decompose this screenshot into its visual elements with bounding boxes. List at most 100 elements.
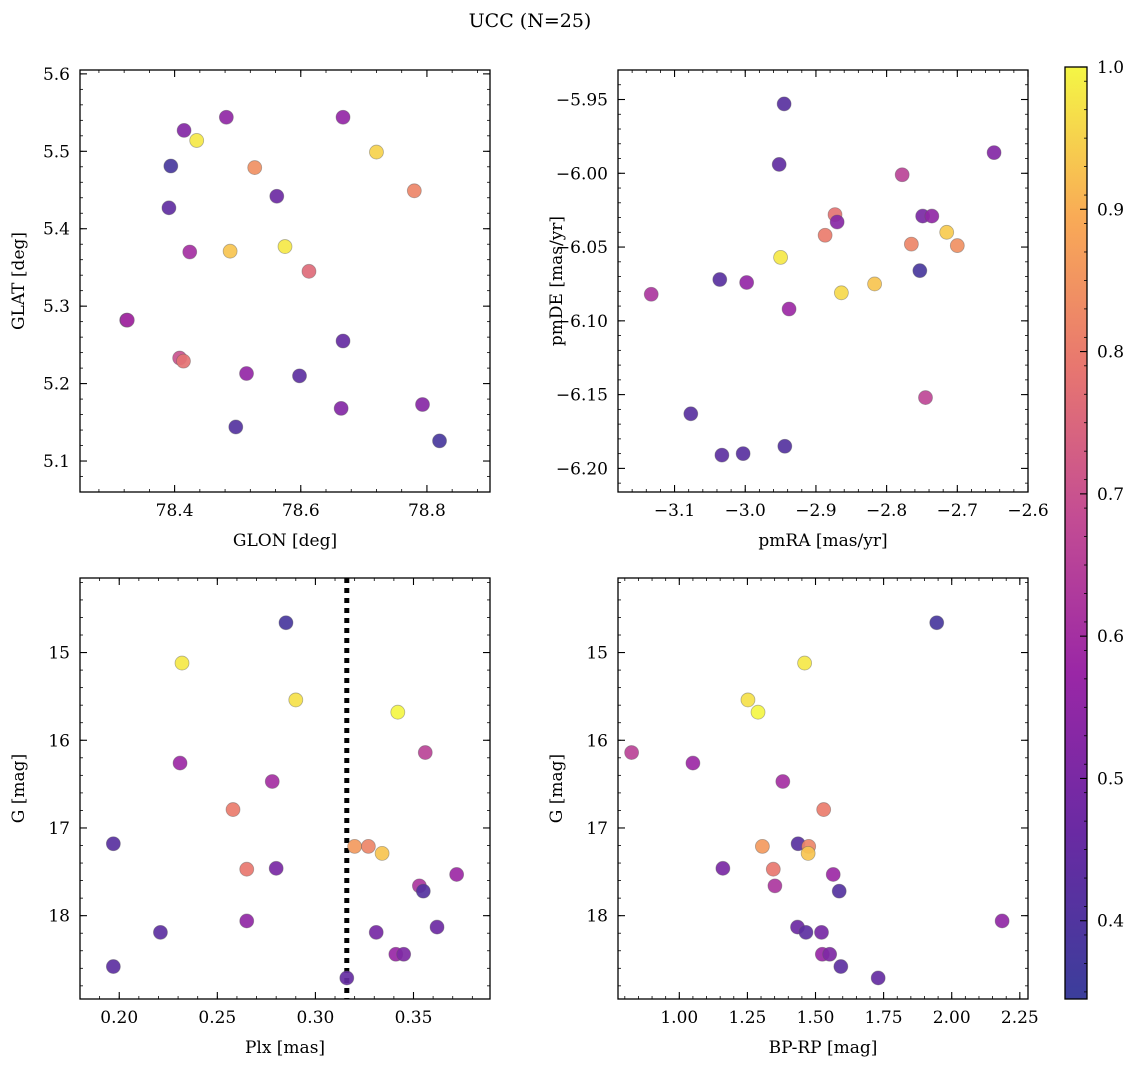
panel-glon-glat: 78.4 78.6 78.8 5.1 5.2 5.3 5.4 5.5 5.6 GLON [deg]…	[9, 65, 491, 551]
scatter-point	[773, 249, 788, 265]
scatter-point	[829, 214, 845, 230]
y-tick-label: 5.6	[43, 65, 70, 85]
scatter-point	[949, 238, 965, 253]
scatter-point	[903, 236, 919, 252]
axes-frame	[79, 577, 491, 1000]
y-tick-label: 5.2	[43, 375, 70, 395]
scatter-point	[712, 272, 728, 287]
scatter-point	[771, 157, 787, 172]
colorbar-tick-label: 0.4	[1097, 912, 1124, 932]
colorbar-gradient	[1064, 66, 1088, 1000]
scatter-point	[825, 867, 841, 882]
scatter-point	[176, 122, 192, 138]
y-tick-label: 16	[586, 731, 608, 751]
colorbar: 0.4 0.5 0.6 0.7 0.8 0.9 1.0	[1064, 58, 1124, 1000]
scatter-point	[750, 704, 766, 720]
scatter-point	[172, 755, 188, 771]
y-tick-label: 18	[586, 907, 608, 927]
scatter-point	[822, 946, 838, 962]
y-tick-label: −6.15	[556, 386, 608, 406]
scatter-point	[814, 924, 829, 940]
scatter-point	[239, 913, 255, 929]
x-tick-label: 78.6	[282, 501, 320, 521]
scatter-point	[429, 919, 445, 935]
x-tick-label: 1.00	[660, 1008, 698, 1028]
x-tick-label: 78.4	[156, 501, 194, 521]
scatter-point	[335, 109, 351, 125]
scatter-point	[449, 867, 465, 882]
scatter-point	[685, 755, 701, 771]
panel-bprp-g: 1.00 1.25 1.50 1.75 2.00 2.25 15 16 17 18 BP-RP [m…	[547, 577, 1039, 1058]
scatter-point	[754, 838, 770, 854]
scatter-point	[800, 846, 816, 861]
scatter-point	[264, 774, 280, 789]
scatter-point	[239, 861, 255, 877]
x-tick-label: −2.8	[866, 501, 907, 521]
scatter-point	[222, 243, 238, 259]
x-tick-label: 1.50	[797, 1008, 835, 1028]
scatter-point	[735, 446, 751, 462]
scatter-point	[833, 285, 849, 301]
scatter-point	[781, 301, 797, 317]
scatter-point	[292, 368, 307, 384]
x-tick-label: 0.20	[100, 1008, 138, 1028]
scatter-point	[374, 846, 390, 861]
figure-title: UCC (N=25)	[469, 10, 592, 32]
y-tick-label: 17	[586, 819, 608, 839]
scatter-point	[347, 838, 363, 854]
y-tick-label: 16	[48, 731, 70, 751]
scatter-point	[396, 946, 412, 962]
axes-frame	[79, 69, 491, 493]
scatter-point	[767, 878, 783, 894]
scatter-point	[831, 883, 847, 899]
scatter-point	[269, 188, 285, 204]
scatter-point	[643, 286, 659, 302]
scatter-point	[994, 913, 1010, 929]
scatter-point	[288, 692, 304, 708]
x-tick-label: 0.35	[395, 1008, 433, 1028]
y-tick-label: −6.00	[556, 164, 608, 184]
scatter-point	[228, 419, 244, 435]
scatter-point	[189, 133, 205, 148]
scatter-point	[247, 160, 263, 175]
panel-plx-g: 0.20 0.25 0.30 0.35 15 16 17 18 Plx [mas] G [mag]	[9, 577, 491, 1058]
y-tick-label: 18	[48, 907, 70, 927]
scatter-point	[867, 276, 883, 292]
scatter-point	[765, 861, 781, 877]
scatter-point	[776, 96, 792, 112]
y-tick-label: 5.3	[43, 297, 70, 317]
scatter-point	[225, 802, 241, 817]
y-tick-label: 5.1	[43, 452, 70, 472]
scatter-point	[912, 263, 928, 279]
scatter-point	[278, 615, 294, 631]
x-tick-label: 0.30	[296, 1008, 334, 1028]
scatter-point	[816, 802, 832, 817]
scatter-point	[870, 970, 886, 986]
scatter-point	[176, 353, 191, 369]
scatter-point	[153, 924, 168, 940]
scatter-point	[360, 838, 376, 854]
scatter-point	[894, 167, 910, 183]
colorbar-tick-label: 0.8	[1097, 343, 1124, 363]
scatter-point	[368, 924, 384, 940]
colorbar-tick-label: 0.6	[1097, 627, 1124, 647]
scatter-point	[624, 745, 640, 760]
y-tick-label: 15	[48, 644, 70, 664]
y-tick-label: −6.10	[556, 312, 608, 332]
scatter-point	[715, 860, 731, 876]
y-tick-label: −5.95	[556, 91, 608, 111]
scatter-point	[986, 145, 1002, 161]
scatter-point	[417, 745, 433, 760]
scatter-point	[163, 158, 179, 174]
x-tick-label: 0.25	[198, 1008, 236, 1028]
x-tick-label: 2.00	[933, 1008, 971, 1028]
scatter-point	[161, 200, 177, 216]
x-axis-label: pmRA [mas/yr]	[758, 531, 887, 551]
scatter-point	[714, 447, 730, 463]
colorbar-tick-label: 1.0	[1097, 58, 1124, 78]
scatter-point	[390, 704, 406, 720]
scatter-point	[833, 959, 849, 974]
scatter-point	[918, 390, 933, 405]
y-tick-label: 5.5	[43, 142, 70, 162]
